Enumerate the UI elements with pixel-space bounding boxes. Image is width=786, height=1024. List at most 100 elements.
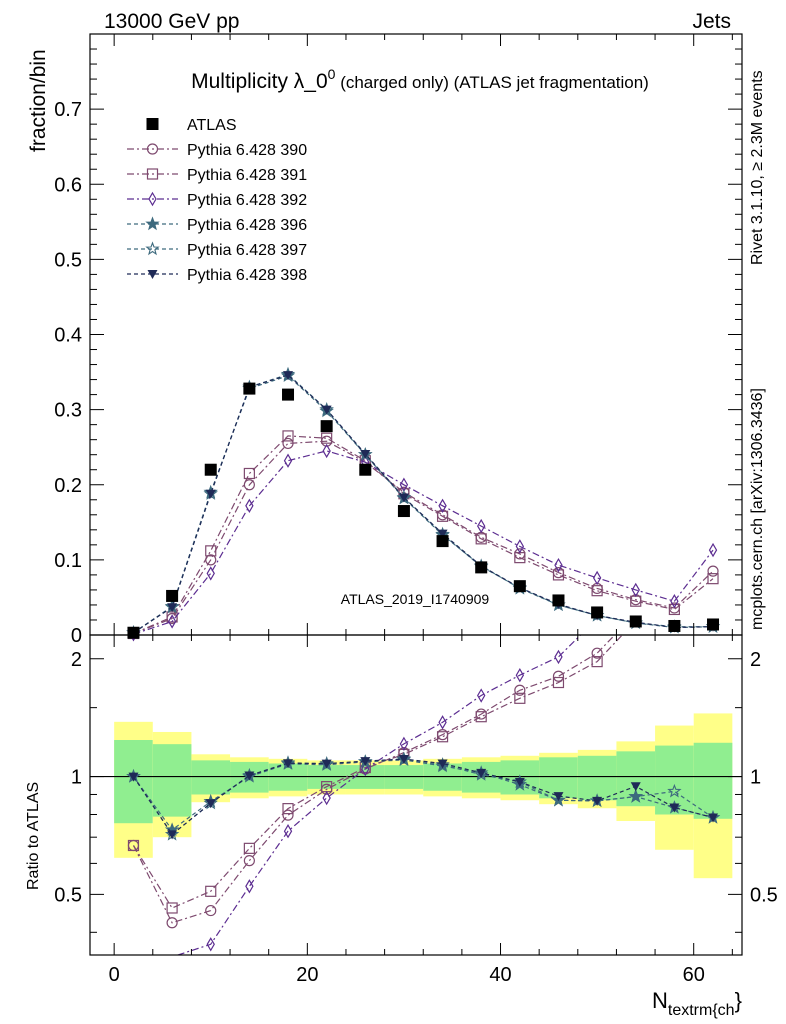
data-point-10 [513,580,526,593]
ratio-series-5-point-12 [592,796,603,806]
ratio-series-4-point-11 [551,792,566,807]
legend-marker-2 [148,191,157,207]
ratio-series-2-point-8 [438,715,447,730]
ratio-tick-label-right-0: 0.5 [750,884,778,906]
data-point-15 [707,618,720,631]
data-point-14 [668,619,681,632]
legend-marker-5 [147,270,158,279]
ratio-series-2-point-5 [322,790,331,806]
series-5-point-7 [398,493,409,503]
band-inner-1 [152,744,192,817]
y-tick-label-4: 0.4 [54,325,82,347]
ratio-series-5-point-10 [514,777,525,787]
ratio-series-5-point-13 [630,782,641,792]
series-5-point-5 [321,405,332,415]
ratio-series-5-point-14 [669,803,680,813]
legend-marker-atlas [146,118,159,130]
ratio-series-5-point-3 [244,771,255,781]
ratio-tick-label-left-1: 1 [71,767,82,789]
series-1-point-3 [243,467,255,480]
ratio-series-layer [126,635,721,955]
legend: ATLAS Pythia 6.428 390 Pythia 6.428 391 Pyt… [127,117,307,284]
ratio-series-2-point-3 [245,879,254,894]
x-axis-label-main: N [652,988,668,1013]
ratio-series-5-point-4 [283,759,294,769]
series-line-main-2 [133,450,714,635]
data-point-12 [591,606,604,619]
ratio-series-2-point-2 [206,937,215,952]
series-line-main-5 [133,374,714,634]
ratio-series-5-point-5 [321,759,332,769]
ratio-series-0-point-10 [514,684,526,696]
legend-label-5: Pythia 6.428 398 [187,267,307,284]
ratio-series-5-point-0 [128,772,139,782]
series-5-point-8 [437,529,448,539]
ratio-series-2-point-9 [477,688,486,703]
series-2-point-10 [515,539,525,554]
series-5-point-2 [205,489,216,499]
series-2-point-9 [477,518,486,534]
data-point-3 [243,382,256,395]
plot-title: Multiplicity λ_00 (charged only) (ATLAS … [191,66,649,93]
x-axis-label-sub: textrm{ch [668,1002,735,1019]
x-axis-label-close: } [735,988,742,1013]
data-point-7 [397,505,410,518]
ratio-series-5-point-7 [398,754,409,764]
y-tick-label-6: 0.6 [54,174,82,196]
ratio-series-5-point-1 [167,830,178,840]
ratio-series-5-point-11 [553,792,564,802]
series-1-point-12 [591,585,603,597]
series-2-point-15 [708,542,718,558]
data-point-5 [320,420,333,433]
data-point-9 [475,561,488,574]
series-0-point-3 [243,479,255,491]
side-label-rivet: Rivet 3.1.10, ≥ 2.3M events [749,70,766,265]
ratio-series-1-point-1 [166,902,178,914]
ratio-series-5-point-2 [205,799,216,809]
series-line-ratio-0 [132,635,616,924]
ratio-series-1-point-4 [282,803,294,815]
legend-marker-1 [146,168,159,180]
x-tick-label-40: 40 [489,964,511,986]
ratio-y-axis-label: Ratio to ATLAS [25,782,42,890]
title-superscript: 0 [328,66,336,82]
data-point-0 [127,626,140,639]
data-point-11 [552,594,565,607]
series-2-point-13 [631,582,640,598]
legend-label-atlas: ATLAS [187,117,237,134]
series-2-point-12 [592,570,602,586]
x-tick-label-20: 20 [296,964,318,986]
ratio-series-1-point-0 [127,839,140,852]
ratio-series-5-point-6 [360,757,371,767]
ratio-series-1-point-10 [514,692,526,704]
svg-text:Ntextrm{ch}: Ntextrm{ch} [652,988,742,1019]
ratio-series-0-point-12 [591,647,603,659]
series-2-point-4 [283,453,293,468]
series-line-ratio-1 [132,635,624,909]
series-line-ratio-5 [133,758,714,836]
ratio-series-1-point-2 [205,885,217,897]
ratio-tick-label-left-2: 2 [71,649,82,671]
x-tick-label-0: 0 [109,964,120,986]
ratio-series-1-point-12 [591,656,603,668]
series-1-point-11 [552,569,565,581]
data-point-1 [166,589,179,602]
y-tick-label-2: 0.2 [54,475,82,497]
data-point-2 [204,463,217,476]
ratio-series-2-point-10 [515,668,525,683]
series-1-point-5 [321,432,333,444]
legend-label-0: Pythia 6.428 390 [187,142,307,159]
series-1-point-2 [205,545,217,557]
ratio-series-0-point-1 [166,917,178,929]
ratio-series-0-point-2 [205,904,217,917]
series-2-point-11 [554,557,563,573]
title-main: Multiplicity λ_0 [191,70,328,93]
series-5-point-1 [167,603,178,613]
y-tick-label-3: 0.3 [54,400,82,422]
svg-text:Multiplicity λ_00 (charged onl: Multiplicity λ_00 (charged only) (ATLAS … [191,66,649,93]
series-0-point-15 [707,565,719,577]
series-2-point-5 [322,443,331,459]
title-rest: (charged only) (ATLAS jet fragmentation) [335,73,648,92]
ratio-series-1-point-11 [552,676,565,689]
